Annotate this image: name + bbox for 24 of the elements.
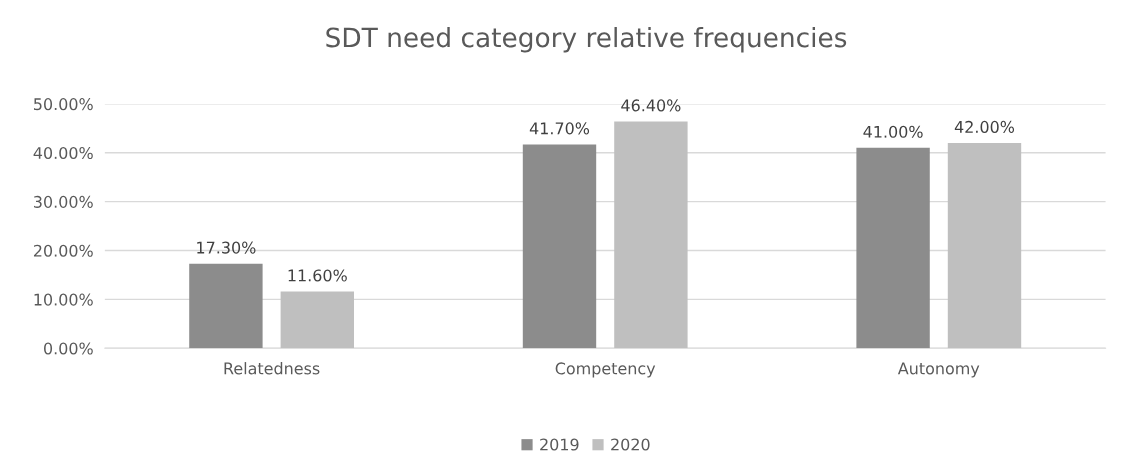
- bar: [522, 144, 597, 349]
- y-tick-label: 10.00%: [34, 293, 93, 306]
- y-tick-label: 0.00%: [44, 342, 93, 355]
- data-label: 41.00%: [863, 125, 923, 138]
- bar: [189, 263, 263, 349]
- bar: [947, 142, 1022, 349]
- bar: [280, 291, 354, 349]
- x-tick-label: Autonomy: [897, 362, 980, 378]
- y-tick-label: 30.00%: [34, 195, 93, 208]
- data-label: 42.00%: [954, 120, 1015, 133]
- y-tick-label: 50.00%: [34, 98, 93, 111]
- bar: [614, 121, 688, 349]
- legend-label: 2019: [540, 438, 579, 451]
- data-label: 11.60%: [288, 269, 347, 282]
- y-tick-label: 20.00%: [33, 244, 93, 257]
- data-label: 41.70%: [529, 122, 590, 135]
- legend-label: 2020: [611, 438, 650, 451]
- y-tick-label: 40.00%: [33, 146, 93, 160]
- data-label: 17.30%: [197, 241, 256, 254]
- bar: [856, 147, 930, 349]
- x-tick-label: Competency: [555, 362, 656, 378]
- x-tick-label: Relatedness: [224, 362, 320, 375]
- chart-title: SDT need category relative frequencies: [326, 27, 847, 53]
- data-label: 46.40%: [621, 99, 681, 112]
